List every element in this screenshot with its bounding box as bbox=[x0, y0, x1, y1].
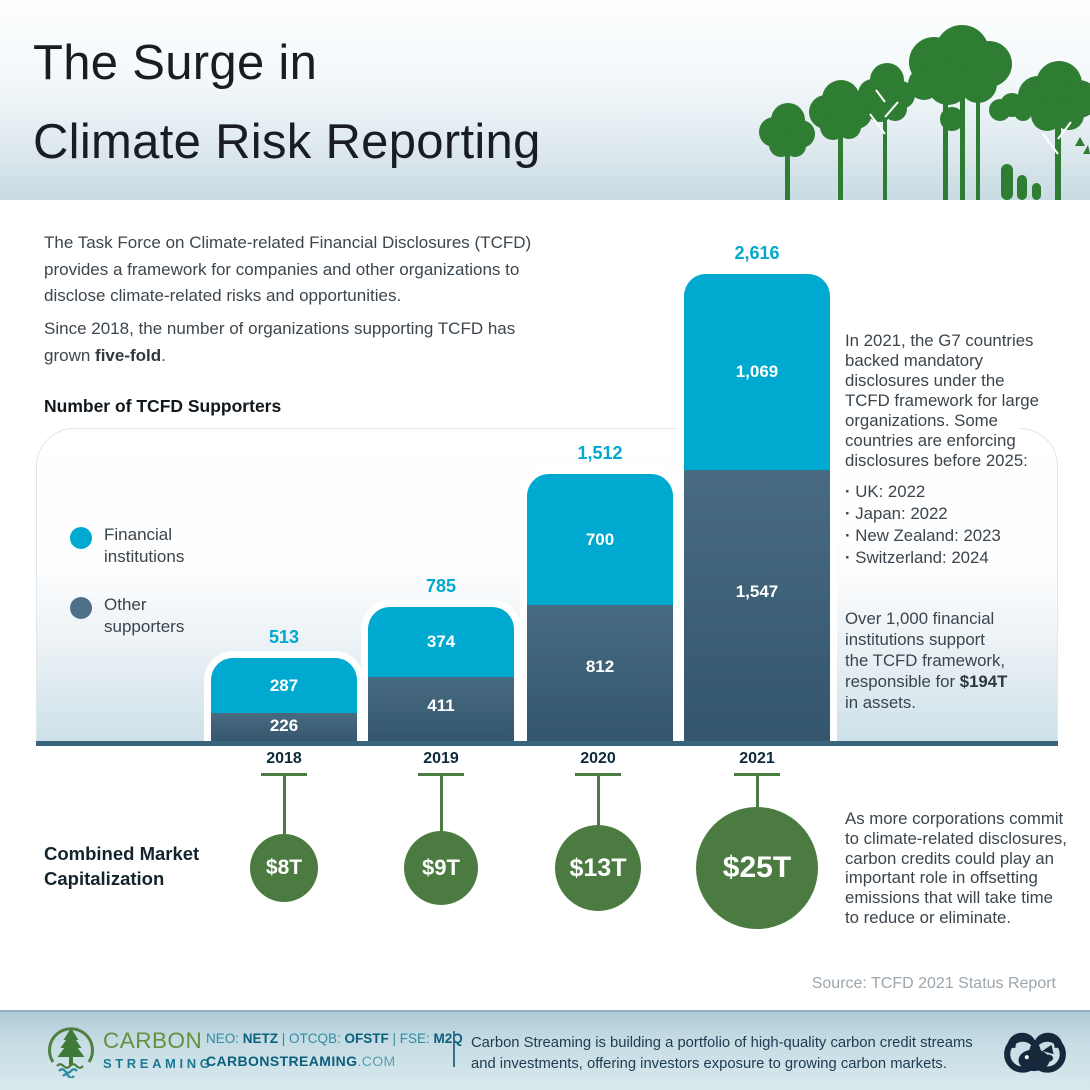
bar-2018: 287 226 bbox=[211, 658, 357, 742]
other-supporters-dot-icon bbox=[70, 597, 92, 619]
bullet-japan: Japan: 2022 bbox=[845, 503, 1001, 525]
footer-description: Carbon Streaming is building a portfolio… bbox=[471, 1035, 973, 1072]
financial-institutions-annotation: Over 1,000 financial institutions suppor… bbox=[845, 608, 1007, 713]
carbon-credits-annotation: As more corporations commit to climate-r… bbox=[845, 809, 1067, 927]
segment-other-2021: 1,547 bbox=[684, 470, 830, 742]
chart-legend: Financial institutions Other supporters bbox=[70, 524, 184, 638]
bar-segment-label: 374 bbox=[426, 632, 456, 651]
legend-item-other: Other supporters bbox=[70, 594, 184, 638]
chart-title: Number of TCFD Supporters bbox=[44, 396, 282, 416]
fi-text: Over 1,000 financial institutions suppor… bbox=[845, 609, 1006, 691]
market-cap-circle-2020: $13T bbox=[555, 825, 641, 911]
forest-illustration bbox=[759, 25, 1090, 200]
legend-item-financial: Financial institutions bbox=[70, 524, 184, 568]
bar-total-label: 785 bbox=[425, 576, 457, 596]
connector-stem bbox=[596, 773, 600, 825]
connector-stem bbox=[282, 773, 286, 834]
bar-total-label: 1,512 bbox=[577, 443, 623, 463]
segment-financial-2018: 287 bbox=[211, 658, 357, 713]
bar-segment-label: 287 bbox=[269, 675, 299, 695]
brand-streaming: STREAMING bbox=[103, 1055, 214, 1071]
intro-p2-period: . bbox=[161, 345, 166, 365]
brand-carbon: CARBON bbox=[103, 1028, 203, 1053]
bar-total-label: 513 bbox=[268, 627, 300, 647]
ticker-otcqb-label: | OTCQB: bbox=[278, 1031, 345, 1046]
stock-tickers: NEO: NETZ | OTCQB: OFSTF | FSE: M2Q bbox=[206, 1031, 463, 1046]
source-note: Source: TCFD 2021 Status Report bbox=[811, 975, 1056, 992]
ticker-netz: NETZ bbox=[242, 1031, 279, 1046]
intro-paragraph-1: The Task Force on Climate-related Financ… bbox=[44, 233, 532, 305]
page-title: The Surge in Climate Risk Reporting bbox=[33, 36, 541, 169]
website-tld: .COM bbox=[357, 1053, 396, 1069]
market-cap-circle-2018: $8T bbox=[250, 834, 318, 902]
g7-annotation: In 2021, the G7 countries backed mandato… bbox=[845, 331, 1039, 470]
ticker-neo-label: NEO: bbox=[206, 1031, 243, 1046]
market-cap-circle-2019: $9T bbox=[404, 831, 478, 905]
year-label-2018: 2018 bbox=[266, 750, 302, 767]
connector-stem bbox=[439, 773, 443, 831]
bar-segment-label: 700 bbox=[585, 529, 615, 549]
financial-institutions-dot-icon bbox=[70, 527, 92, 549]
fi-text-end: in assets. bbox=[845, 693, 916, 712]
carbon-streaming-logo-icon bbox=[48, 1027, 94, 1078]
page-header: The Surge in Climate Risk Reporting bbox=[0, 0, 1090, 200]
brand-wordmark: CARBON STREAMING bbox=[103, 1028, 214, 1071]
website-link[interactable]: CARBONSTREAMING.COM bbox=[206, 1053, 396, 1069]
ticker-m2q: M2Q bbox=[433, 1031, 463, 1046]
ticker-fse-label: | FSE: bbox=[388, 1031, 434, 1046]
year-label-2021: 2021 bbox=[739, 750, 775, 767]
piggy-binoculars-logo-icon bbox=[1004, 1032, 1066, 1073]
year-label-2019: 2019 bbox=[423, 750, 459, 767]
bar-segment-label: 1,069 bbox=[735, 362, 779, 381]
year-label-2020: 2020 bbox=[580, 750, 616, 767]
legend-label-financial: Financial institutions bbox=[104, 525, 185, 566]
website-domain: CARBONSTREAMING bbox=[206, 1053, 358, 1069]
intro-paragraph-2: Since 2018, the number of organizations … bbox=[44, 316, 515, 369]
connector-stem bbox=[755, 773, 759, 807]
bar-segment-label: 226 bbox=[269, 716, 299, 736]
ticker-ofstf: OFSTF bbox=[344, 1031, 389, 1046]
segment-other-2019: 411 bbox=[368, 677, 514, 742]
bar-2019: 374 411 bbox=[368, 607, 514, 742]
panel-border-patch bbox=[834, 420, 1020, 438]
market-cap-circle-2021: $25T bbox=[696, 807, 818, 929]
bar-total-label: 2,616 bbox=[734, 243, 780, 263]
market-cap-label: Combined Market Capitalization bbox=[44, 843, 200, 889]
segment-other-2018: 226 bbox=[211, 713, 357, 742]
bar-segment-label: 1,547 bbox=[735, 582, 779, 602]
intro-p2-text: Since 2018, the number of organizations … bbox=[44, 319, 516, 365]
g7-bullet-list: UK: 2022 Japan: 2022 New Zealand: 2023 S… bbox=[845, 481, 1001, 569]
page-footer bbox=[0, 1010, 1090, 1090]
bar-2021: 1,069 1,547 bbox=[684, 274, 830, 742]
bar-segment-label: 411 bbox=[427, 696, 455, 716]
bullet-new-zealand: New Zealand: 2023 bbox=[845, 525, 1001, 547]
bar-2020: 700 812 bbox=[527, 474, 673, 742]
bullet-uk: UK: 2022 bbox=[845, 481, 1001, 503]
segment-other-2020: 812 bbox=[527, 605, 673, 742]
segment-financial-2019: 374 bbox=[368, 607, 514, 677]
chart-baseline-axis bbox=[36, 741, 1058, 746]
bar-segment-label: 812 bbox=[585, 656, 615, 676]
five-fold-emphasis: five-fold bbox=[95, 345, 162, 365]
segment-financial-2021: 1,069 bbox=[684, 274, 830, 470]
segment-financial-2020: 700 bbox=[527, 474, 673, 605]
footer-divider bbox=[453, 1031, 455, 1067]
legend-label-other: Other supporters bbox=[104, 595, 185, 636]
assets-194t-emphasis: $194T bbox=[959, 672, 1008, 691]
bullet-switzerland: Switzerland: 2024 bbox=[845, 547, 1001, 569]
